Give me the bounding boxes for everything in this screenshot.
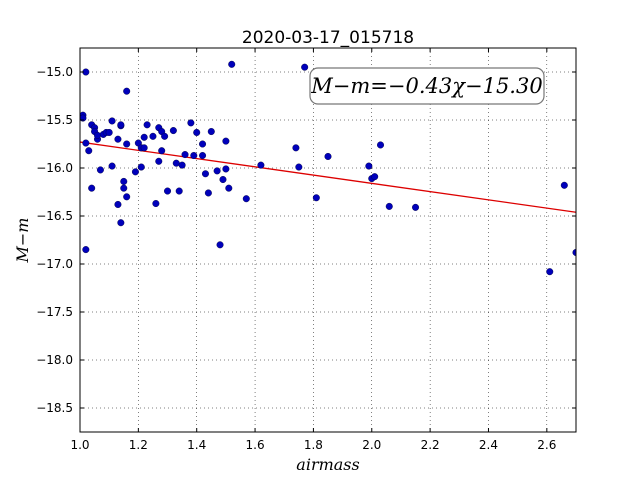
data-point xyxy=(572,248,576,256)
grid xyxy=(79,48,576,432)
data-point xyxy=(120,184,128,192)
data-point xyxy=(199,152,207,160)
y-tick-label: −16.0 xyxy=(36,161,73,175)
y-tick-label: −16.5 xyxy=(36,209,73,223)
data-point xyxy=(82,139,90,147)
data-point xyxy=(123,193,131,201)
x-tick-label: 2.2 xyxy=(421,438,440,452)
data-point xyxy=(187,119,195,127)
fit-equation-annotation: M−m=−0.43χ−15.30 xyxy=(310,74,542,98)
data-point xyxy=(105,128,113,136)
data-point xyxy=(207,128,215,136)
plot-frame xyxy=(79,47,577,433)
data-point xyxy=(193,128,201,136)
data-point xyxy=(312,194,320,202)
data-point xyxy=(201,170,209,178)
data-point xyxy=(546,268,554,276)
data-point xyxy=(158,147,166,155)
data-point xyxy=(140,144,148,152)
data-point xyxy=(324,152,332,160)
y-tick-label: −17.0 xyxy=(36,257,73,271)
data-point xyxy=(117,121,125,129)
x-tick-label: 1.6 xyxy=(246,438,265,452)
data-point xyxy=(371,173,379,181)
data-point xyxy=(190,152,198,160)
data-point xyxy=(164,187,172,195)
data-point xyxy=(169,127,177,135)
annotation-box xyxy=(309,67,545,105)
data-point xyxy=(140,133,148,141)
data-point xyxy=(108,162,116,170)
x-tick-label: 2.0 xyxy=(362,438,381,452)
data-point xyxy=(152,200,160,208)
data-point xyxy=(123,140,131,148)
data-point xyxy=(412,203,420,211)
data-point xyxy=(149,132,157,140)
data-point xyxy=(228,60,236,68)
data-point xyxy=(94,131,102,139)
data-point xyxy=(242,195,250,203)
data-point xyxy=(295,163,303,171)
data-point xyxy=(292,144,300,152)
data-point xyxy=(181,151,189,159)
data-point xyxy=(385,202,393,210)
data-point xyxy=(114,200,122,208)
x-axis-label: airmass xyxy=(296,455,359,474)
data-point xyxy=(301,63,309,71)
data-point xyxy=(219,176,227,184)
data-point xyxy=(172,159,180,167)
x-tick-label: 1.2 xyxy=(129,438,148,452)
data-point xyxy=(96,166,104,174)
axis-ticks: 1.0 1.2 1.4 1.6 1.8 2.0 2.2 2.4 2.6 −15.0 −15.5 −16… xyxy=(36,48,576,452)
data-point xyxy=(222,137,230,145)
data-point xyxy=(161,132,169,140)
chart-title: 2020-03-17_015718 xyxy=(242,28,414,48)
data-point xyxy=(216,241,224,249)
data-point xyxy=(377,141,385,149)
y-tick-label: −18.0 xyxy=(36,353,73,367)
data-point xyxy=(123,87,131,95)
y-tick-label: −18.5 xyxy=(36,401,73,415)
data-point xyxy=(178,161,186,169)
x-tick-label: 1.0 xyxy=(70,438,89,452)
data-point xyxy=(175,187,183,195)
data-point xyxy=(85,147,93,155)
data-point xyxy=(560,181,568,189)
data-point xyxy=(137,163,145,171)
data-point xyxy=(225,184,233,192)
y-axis-label: M−m xyxy=(13,218,32,264)
data-point xyxy=(199,140,207,148)
data-point xyxy=(213,167,221,175)
x-tick-label: 1.4 xyxy=(187,438,206,452)
data-point xyxy=(143,121,151,129)
x-tick-label: 2.6 xyxy=(537,438,556,452)
data-point xyxy=(365,162,373,170)
data-point xyxy=(117,219,125,227)
y-tick-label: −15.0 xyxy=(36,65,73,79)
data-point xyxy=(114,135,122,143)
data-point xyxy=(120,177,128,185)
y-tick-label: −15.5 xyxy=(36,113,73,127)
y-tick-label: −17.5 xyxy=(36,305,73,319)
data-point xyxy=(88,184,96,192)
data-point xyxy=(82,246,90,254)
data-point xyxy=(155,157,163,165)
x-tick-label: 1.8 xyxy=(304,438,323,452)
x-tick-label: 2.4 xyxy=(479,438,498,452)
data-point xyxy=(257,161,265,169)
data-point xyxy=(204,189,212,197)
data-point xyxy=(222,165,230,173)
data-point xyxy=(108,117,116,125)
data-point xyxy=(131,168,139,176)
